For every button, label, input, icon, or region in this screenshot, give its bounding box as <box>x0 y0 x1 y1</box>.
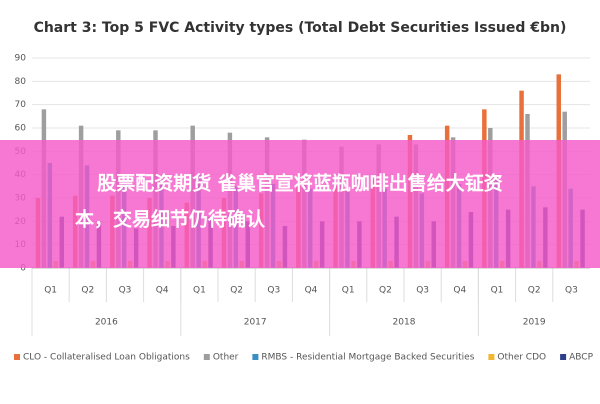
legend-swatch <box>203 354 210 360</box>
legend-swatch <box>488 354 495 360</box>
group-label: 2016 <box>95 318 118 328</box>
y-tick-label: 70 <box>15 100 27 110</box>
legend-swatch <box>560 354 567 360</box>
y-tick-label: 0 <box>20 264 26 274</box>
x-tick-label: Q3 <box>267 286 280 296</box>
x-tick-label: Q2 <box>528 286 541 296</box>
x-tick-label: Q1 <box>491 286 504 296</box>
group-label: 2017 <box>244 318 267 328</box>
x-tick-label: Q4 <box>305 286 318 296</box>
x-tick-label: Q1 <box>44 286 57 296</box>
chart-title: Chart 3: Top 5 FVC Activity types (Total… <box>34 20 567 36</box>
x-tick-label: Q4 <box>156 286 169 296</box>
y-tick-label: 80 <box>15 77 27 87</box>
x-tick-label: Q3 <box>119 286 132 296</box>
legend-label: RMBS - Residential Mortgage Backed Secur… <box>261 353 474 363</box>
y-tick-label: 90 <box>15 54 27 64</box>
group-label: 2019 <box>523 318 546 328</box>
x-tick-label: Q2 <box>230 286 243 296</box>
group-label: 2018 <box>393 318 416 328</box>
legend-swatch <box>14 354 20 360</box>
x-tick-label: Q2 <box>379 286 392 296</box>
x-tick-label: Q3 <box>565 286 578 296</box>
x-tick-label: Q3 <box>416 286 429 296</box>
legend-swatch <box>252 354 259 360</box>
legend-label: Other <box>213 353 239 363</box>
x-tick-label: Q4 <box>453 286 466 296</box>
legend-label: CLO - Collateralised Loan Obligations <box>23 353 190 363</box>
banner <box>0 140 600 268</box>
legend-label: Other CDO <box>497 353 546 363</box>
banner-text: 本，交易细节仍待确认 <box>75 208 265 231</box>
x-tick-label: Q1 <box>193 286 206 296</box>
banner-text: 股票配资期货 雀巢官宣将蓝瓶咖啡出售给大钲资 <box>97 172 503 195</box>
x-tick-label: Q2 <box>81 286 94 296</box>
y-tick-label: 60 <box>15 124 27 134</box>
x-tick-label: Q1 <box>342 286 355 296</box>
legend-label: ABCP <box>569 353 593 363</box>
